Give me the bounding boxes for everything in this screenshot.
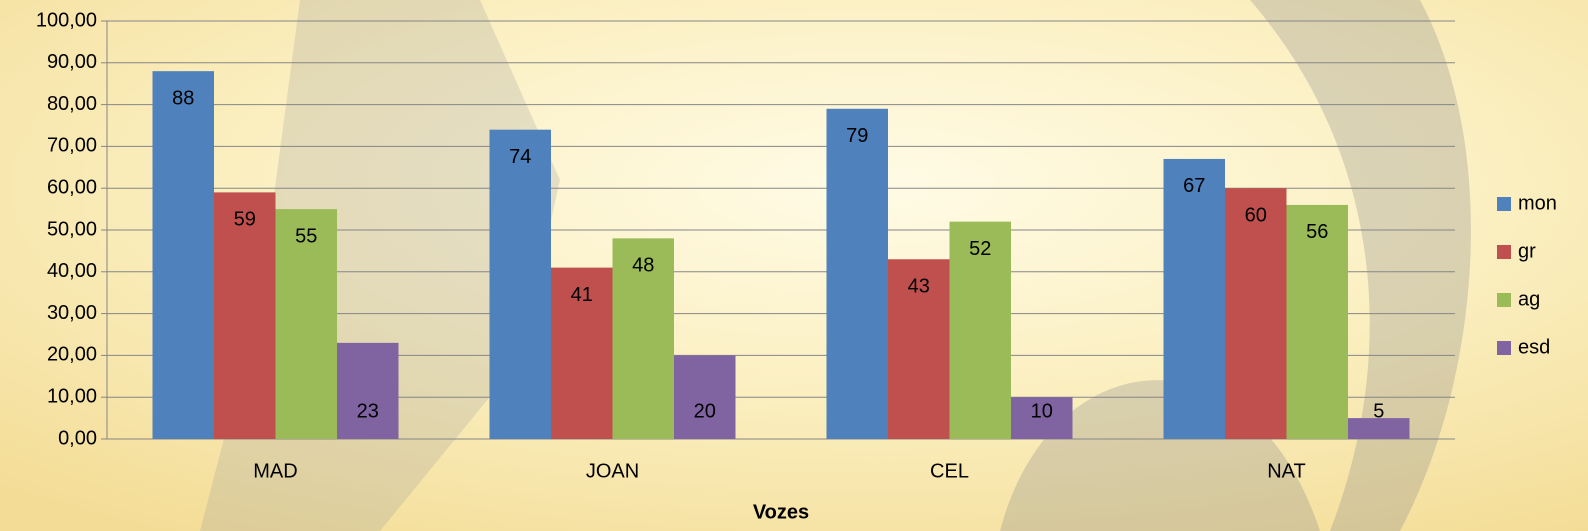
data-label: 43 [908,276,930,298]
x-tick-label: NAT [1267,460,1306,482]
y-tick-label: 20,00 [47,344,97,366]
bar [337,342,399,439]
y-tick-label: 50,00 [47,218,97,240]
data-label: 20 [694,400,716,422]
y-tick-label: 100,00 [36,9,97,31]
x-axis-label: Vozes [753,501,809,523]
y-tick-label: 40,00 [47,260,97,282]
data-label: 59 [234,209,256,231]
bar [826,108,888,439]
bar [888,259,950,439]
y-tick-label: 70,00 [47,135,97,157]
data-label: 56 [1306,221,1328,243]
data-label: 48 [632,255,654,277]
bar [1163,158,1225,439]
y-tick-label: 80,00 [47,93,97,115]
bar [551,267,613,439]
data-label: 41 [571,284,593,306]
background-shape [1250,0,1471,531]
data-label: 74 [509,146,531,168]
legend-label: mon [1518,192,1557,214]
bar [1225,188,1287,439]
bar [214,192,276,439]
x-tick-label: JOAN [586,460,639,482]
data-label: 67 [1183,175,1205,197]
legend-label: ag [1518,288,1540,310]
data-label: 79 [846,125,868,147]
y-tick-label: 60,00 [47,176,97,198]
bar [275,209,337,439]
bar [612,238,674,439]
data-label: 88 [172,87,194,109]
y-tick-label: 30,00 [47,302,97,324]
bar [152,71,214,439]
data-label: 5 [1373,400,1384,422]
legend-swatch [1497,197,1511,211]
y-tick-label: 90,00 [47,51,97,73]
y-tick-label: 0,00 [58,427,97,449]
bar [1011,397,1073,439]
bar [949,221,1011,439]
legend-swatch [1497,341,1511,355]
data-label: 10 [1031,400,1053,422]
data-label: 55 [295,225,317,247]
data-label: 60 [1245,204,1267,226]
legend-swatch [1497,293,1511,307]
legend-swatch [1497,245,1511,259]
bar [1286,204,1348,439]
legend-label: gr [1518,240,1536,262]
data-label: 23 [357,400,379,422]
x-tick-label: MAD [253,460,297,482]
bar [489,129,551,439]
y-tick-label: 10,00 [47,385,97,407]
bar [674,355,736,439]
x-tick-label: CEL [930,460,969,482]
data-label: 52 [969,238,991,260]
bar [1348,418,1410,439]
legend-label: esd [1518,336,1550,358]
